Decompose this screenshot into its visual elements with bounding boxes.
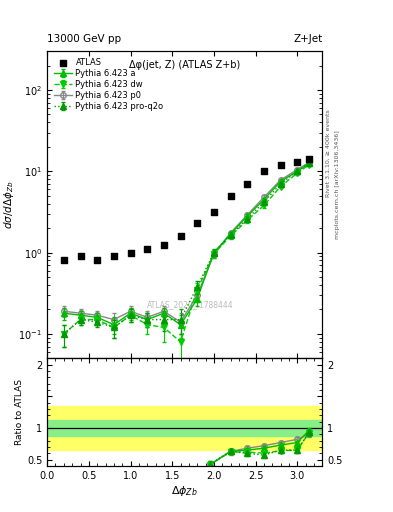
ATLAS [177, 232, 184, 240]
Text: 13000 GeV pp: 13000 GeV pp [47, 33, 121, 44]
ATLAS [261, 167, 267, 176]
ATLAS [194, 219, 200, 227]
Text: Z+Jet: Z+Jet [293, 33, 322, 44]
X-axis label: $\Delta\phi_{Zb}$: $\Delta\phi_{Zb}$ [171, 483, 198, 498]
Text: Rivet 3.1.10, ≥ 400k events: Rivet 3.1.10, ≥ 400k events [326, 110, 331, 198]
Bar [47, 406, 322, 450]
Text: Δφ(jet, Z) (ATLAS Z+b): Δφ(jet, Z) (ATLAS Z+b) [129, 60, 241, 71]
ATLAS [211, 207, 217, 216]
ATLAS [306, 155, 312, 163]
ATLAS [294, 158, 300, 166]
Y-axis label: Ratio to ATLAS: Ratio to ATLAS [15, 379, 24, 445]
Text: ATLAS_2020_I1788444: ATLAS_2020_I1788444 [147, 300, 233, 309]
ATLAS [144, 245, 151, 253]
ATLAS [244, 180, 250, 188]
Bar [47, 420, 322, 436]
ATLAS [228, 191, 234, 200]
Text: mcplots.cern.ch [arXiv:1306.3436]: mcplots.cern.ch [arXiv:1306.3436] [335, 130, 340, 239]
ATLAS [277, 161, 284, 169]
Y-axis label: $d\sigma/d\Delta\phi_{Zb}$: $d\sigma/d\Delta\phi_{Zb}$ [2, 181, 16, 229]
ATLAS [61, 255, 67, 264]
ATLAS [111, 251, 117, 260]
ATLAS [77, 251, 84, 260]
ATLAS [127, 248, 134, 257]
ATLAS [161, 241, 167, 249]
ATLAS [94, 255, 100, 264]
Legend: ATLAS, Pythia 6.423 a, Pythia 6.423 dw, Pythia 6.423 p0, Pythia 6.423 pro-q2o: ATLAS, Pythia 6.423 a, Pythia 6.423 dw, … [51, 55, 166, 114]
